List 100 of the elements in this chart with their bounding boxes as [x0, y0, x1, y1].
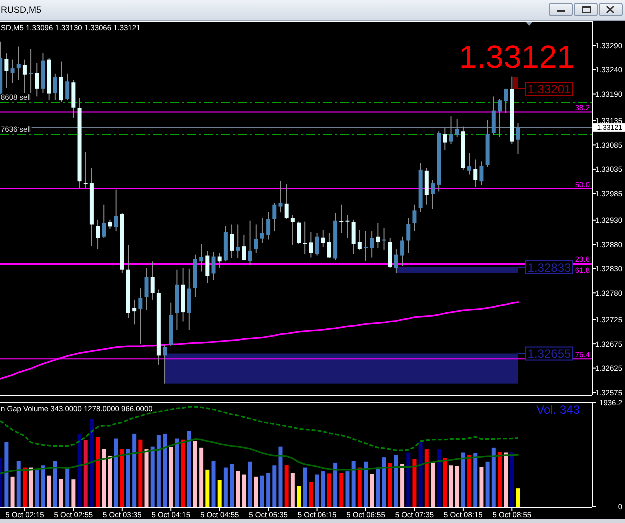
candlestick: [358, 230, 362, 250]
bar: [461, 452, 466, 507]
bar: [272, 466, 277, 507]
bar: [120, 450, 124, 507]
candlestick: [236, 224, 240, 259]
candlestick: [60, 61, 64, 103]
candlestick: [443, 128, 448, 151]
bar: [449, 466, 454, 507]
candlestick: [412, 204, 417, 232]
bar: [382, 458, 386, 507]
candlestick: [35, 62, 40, 98]
bar: [16, 461, 21, 507]
candlestick: [248, 220, 252, 266]
bar: [340, 473, 344, 507]
bar: [278, 446, 283, 507]
bar: [41, 466, 46, 507]
candlestick: [138, 288, 143, 345]
candlestick: [394, 248, 398, 274]
bar: [78, 434, 82, 507]
bar: [346, 472, 350, 507]
bar: [181, 440, 186, 507]
bar: [376, 468, 380, 507]
bar: [358, 468, 362, 507]
candlestick: [200, 244, 204, 272]
bar: [108, 456, 112, 507]
candlestick: [370, 231, 374, 258]
candlestick: [230, 224, 234, 259]
candlestick: [114, 189, 118, 232]
bar: [334, 462, 338, 507]
bar: [10, 476, 15, 507]
candlestick: [321, 230, 326, 248]
candlestick: [4, 53, 9, 89]
bar: [315, 474, 320, 507]
bar: [218, 480, 222, 507]
annotation: 1.33121: [459, 39, 575, 75]
candlestick: [290, 214, 295, 246]
candlestick: [504, 88, 508, 114]
bar: [35, 469, 40, 507]
bar: [370, 474, 374, 507]
bar: [412, 459, 417, 507]
candlestick: [455, 118, 460, 138]
bar: [284, 465, 289, 507]
bar: [102, 448, 106, 507]
candlestick: [340, 204, 344, 234]
candlestick: [430, 180, 435, 210]
bar: [96, 437, 100, 507]
candlestick: [260, 218, 264, 244]
bar: [206, 470, 210, 507]
bar: [150, 446, 155, 507]
bar: [388, 463, 392, 507]
candlestick: [272, 202, 277, 232]
bar: [430, 462, 435, 507]
bar: [424, 450, 429, 507]
candlestick: [84, 152, 88, 189]
bar: [492, 448, 496, 507]
bar: [53, 461, 58, 507]
bar: [327, 474, 332, 507]
candlestick: [163, 344, 168, 384]
candlestick: [150, 261, 155, 300]
bar: [224, 468, 228, 507]
candlestick: [242, 234, 246, 262]
bar: [230, 464, 234, 507]
bar: [138, 440, 143, 507]
bar: [4, 442, 9, 507]
bar: [364, 462, 368, 507]
candlestick: [132, 299, 137, 326]
bar: [175, 438, 180, 507]
candlestick: [480, 161, 484, 186]
bar: [47, 476, 52, 507]
bar: [156, 435, 161, 507]
bar: [437, 450, 442, 507]
candlestick: [474, 159, 478, 188]
bar: [510, 452, 514, 507]
candlestick: [278, 180, 283, 214]
bar: [303, 468, 308, 507]
bar: [406, 452, 411, 507]
bar: [90, 419, 94, 507]
bar: [72, 480, 76, 507]
band-label: 1.32833: [528, 260, 572, 275]
bar: [193, 441, 198, 507]
bar: [84, 440, 88, 507]
bar: [474, 453, 478, 507]
candlestick: [376, 222, 380, 249]
bar: [260, 476, 264, 507]
bar: [394, 455, 398, 507]
bar: [126, 448, 130, 507]
bar: [22, 468, 27, 507]
candlestick: [382, 228, 386, 250]
bar: [60, 479, 64, 507]
candlestick: [266, 212, 271, 240]
bar: [144, 450, 149, 507]
bar: [504, 452, 508, 507]
candlestick: [144, 268, 149, 311]
candlestick: [29, 48, 34, 96]
candlestick: [284, 184, 289, 220]
candlestick: [468, 152, 472, 176]
bar: [200, 448, 204, 507]
bar: [132, 434, 137, 507]
bar: [290, 473, 295, 507]
candlestick: [309, 232, 314, 258]
